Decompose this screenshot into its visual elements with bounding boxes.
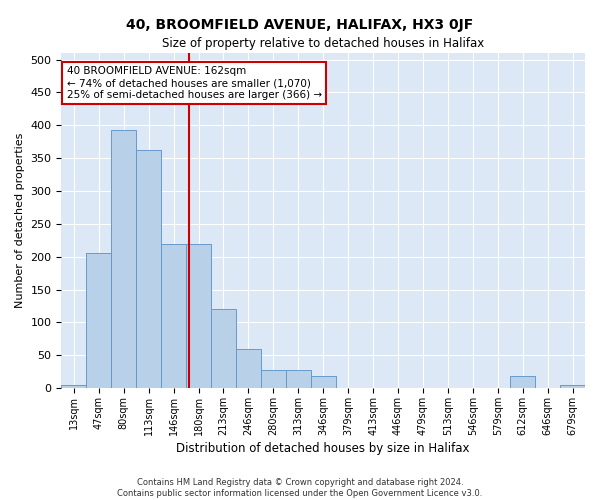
Text: Contains HM Land Registry data © Crown copyright and database right 2024.
Contai: Contains HM Land Registry data © Crown c… — [118, 478, 482, 498]
Bar — [136, 150, 161, 388]
X-axis label: Distribution of detached houses by size in Halifax: Distribution of detached houses by size … — [176, 442, 470, 455]
Bar — [161, 244, 186, 388]
Bar — [560, 385, 585, 388]
Bar — [61, 385, 86, 388]
Y-axis label: Number of detached properties: Number of detached properties — [15, 133, 25, 308]
Bar — [236, 348, 261, 388]
Bar — [211, 309, 236, 388]
Bar — [186, 244, 211, 388]
Bar — [311, 376, 335, 388]
Bar — [86, 254, 111, 388]
Bar — [111, 130, 136, 388]
Bar — [510, 376, 535, 388]
Bar — [286, 370, 311, 388]
Title: Size of property relative to detached houses in Halifax: Size of property relative to detached ho… — [162, 38, 484, 51]
Text: 40 BROOMFIELD AVENUE: 162sqm
← 74% of detached houses are smaller (1,070)
25% of: 40 BROOMFIELD AVENUE: 162sqm ← 74% of de… — [67, 66, 322, 100]
Bar — [261, 370, 286, 388]
Text: 40, BROOMFIELD AVENUE, HALIFAX, HX3 0JF: 40, BROOMFIELD AVENUE, HALIFAX, HX3 0JF — [127, 18, 473, 32]
